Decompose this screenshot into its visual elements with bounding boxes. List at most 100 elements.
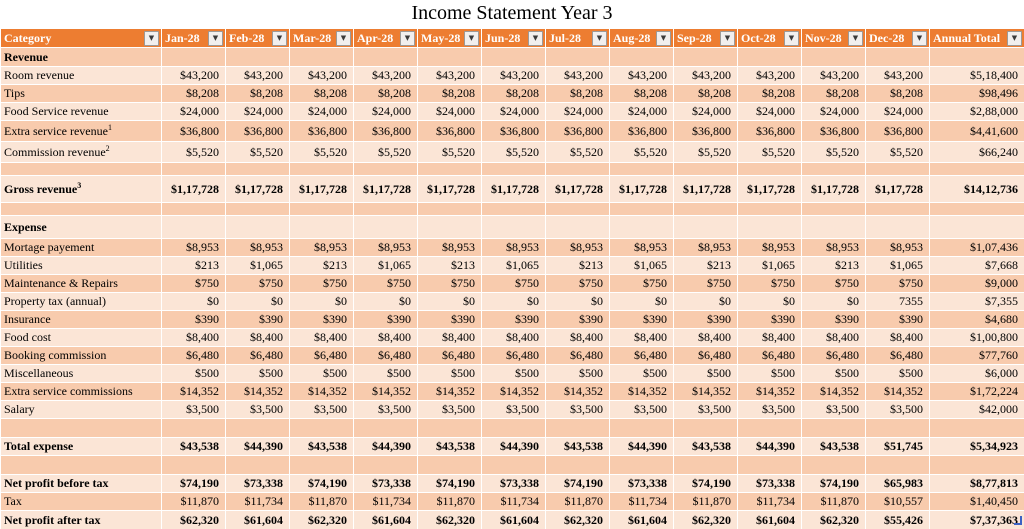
value-cell[interactable]: $5,18,400 [929,66,1024,85]
value-cell[interactable]: $5,34,923 [929,437,1024,456]
value-cell[interactable]: $43,200 [289,66,354,85]
value-cell[interactable]: $500 [353,364,418,383]
filter-dropdown-button[interactable]: ▼ [400,30,415,46]
value-cell[interactable]: $14,12,736 [929,175,1024,203]
value-cell[interactable]: $62,320 [289,510,354,529]
row-label-cell[interactable]: Total expense [0,437,162,456]
value-cell[interactable]: $390 [289,310,354,329]
value-cell[interactable]: $1,07,436 [929,238,1024,257]
value-cell[interactable]: $43,200 [353,66,418,85]
value-cell[interactable]: $1,17,728 [417,175,482,203]
value-cell[interactable]: $98,496 [929,84,1024,103]
value-cell[interactable]: $390 [801,310,866,329]
value-cell[interactable]: $24,000 [801,102,866,121]
value-cell[interactable]: $43,538 [801,437,866,456]
value-cell[interactable]: $8,400 [865,328,930,347]
value-cell[interactable] [737,162,802,176]
value-cell[interactable]: $8,77,813 [929,474,1024,493]
value-cell[interactable]: $0 [673,292,738,311]
value-cell[interactable] [673,215,738,239]
value-cell[interactable]: $8,400 [417,328,482,347]
filter-dropdown-button[interactable]: ▼ [144,30,159,46]
value-cell[interactable]: $750 [609,274,674,293]
value-cell[interactable]: $36,800 [481,120,546,142]
value-cell[interactable]: $4,41,600 [929,120,1024,142]
value-cell[interactable]: $1,065 [481,256,546,275]
filter-dropdown-button[interactable]: ▼ [272,30,287,46]
row-label-cell[interactable]: Utilities [0,256,162,275]
value-cell[interactable]: $11,734 [609,492,674,511]
value-cell[interactable]: $8,208 [481,84,546,103]
value-cell[interactable]: $11,870 [801,492,866,511]
row-label-cell[interactable]: Property tax (annual) [0,292,162,311]
value-cell[interactable] [353,215,418,239]
value-cell[interactable]: $36,800 [225,120,290,142]
row-label-cell[interactable] [0,162,162,176]
value-cell[interactable]: $8,208 [353,84,418,103]
filter-dropdown-button[interactable]: ▼ [464,30,479,46]
value-cell[interactable] [289,455,354,475]
value-cell[interactable]: $11,870 [417,492,482,511]
value-cell[interactable]: $8,400 [353,328,418,347]
value-cell[interactable]: $1,17,728 [161,175,226,203]
value-cell[interactable] [737,215,802,239]
value-cell[interactable]: $73,338 [737,474,802,493]
value-cell[interactable] [225,162,290,176]
value-cell[interactable]: $44,390 [353,437,418,456]
value-cell[interactable]: $11,734 [737,492,802,511]
value-cell[interactable]: $8,208 [417,84,482,103]
value-cell[interactable]: $750 [801,274,866,293]
row-label-cell[interactable]: Booking commission [0,346,162,365]
value-cell[interactable] [481,162,546,176]
value-cell[interactable]: $24,000 [673,102,738,121]
value-cell[interactable]: $390 [545,310,610,329]
value-cell[interactable]: $8,400 [545,328,610,347]
value-cell[interactable]: $500 [481,364,546,383]
value-cell[interactable]: $14,352 [161,382,226,401]
value-cell[interactable] [417,455,482,475]
value-cell[interactable]: $3,500 [289,400,354,419]
value-cell[interactable]: $5,520 [417,141,482,163]
value-cell[interactable] [481,418,546,438]
row-label-cell[interactable]: Tax [0,492,162,511]
value-cell[interactable]: $8,208 [737,84,802,103]
value-cell[interactable]: $8,400 [801,328,866,347]
value-cell[interactable] [545,202,610,216]
value-cell[interactable]: $6,480 [161,346,226,365]
value-cell[interactable]: $43,200 [481,66,546,85]
value-cell[interactable] [673,202,738,216]
filter-dropdown-button[interactable]: ▼ [208,30,223,46]
value-cell[interactable]: $8,400 [737,328,802,347]
value-cell[interactable] [865,162,930,176]
value-cell[interactable] [865,202,930,216]
value-cell[interactable]: $43,538 [161,437,226,456]
value-cell[interactable]: $8,953 [673,238,738,257]
value-cell[interactable]: $750 [225,274,290,293]
value-cell[interactable] [929,455,1024,475]
value-cell[interactable] [609,455,674,475]
value-cell[interactable]: $500 [417,364,482,383]
value-cell[interactable]: $74,190 [801,474,866,493]
value-cell[interactable]: $8,953 [865,238,930,257]
value-cell[interactable]: $750 [673,274,738,293]
value-cell[interactable]: $750 [161,274,226,293]
value-cell[interactable]: $1,065 [353,256,418,275]
value-cell[interactable]: $1,17,728 [545,175,610,203]
value-cell[interactable]: $6,480 [353,346,418,365]
value-cell[interactable]: $74,190 [545,474,610,493]
value-cell[interactable]: $213 [161,256,226,275]
value-cell[interactable]: $14,352 [481,382,546,401]
value-cell[interactable] [225,418,290,438]
value-cell[interactable]: $750 [289,274,354,293]
value-cell[interactable] [929,162,1024,176]
value-cell[interactable]: $14,352 [545,382,610,401]
value-cell[interactable]: $24,000 [865,102,930,121]
value-cell[interactable]: $61,604 [609,510,674,529]
value-cell[interactable]: $43,538 [289,437,354,456]
value-cell[interactable]: $8,208 [865,84,930,103]
row-label-cell[interactable]: Gross revenue3 [0,175,162,203]
value-cell[interactable] [289,215,354,239]
value-cell[interactable]: $1,17,728 [801,175,866,203]
value-cell[interactable]: $6,480 [673,346,738,365]
value-cell[interactable] [481,202,546,216]
